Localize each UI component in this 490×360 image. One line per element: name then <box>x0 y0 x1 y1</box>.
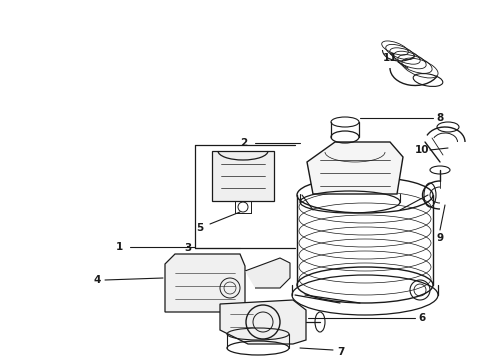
Text: 10: 10 <box>415 145 429 155</box>
Text: 1: 1 <box>115 242 122 252</box>
Text: 3: 3 <box>184 243 192 253</box>
Text: 4: 4 <box>93 275 100 285</box>
Text: 9: 9 <box>437 233 443 243</box>
Bar <box>212 151 274 201</box>
Polygon shape <box>307 142 403 194</box>
Text: 6: 6 <box>418 313 426 323</box>
Text: 11: 11 <box>383 53 397 63</box>
Polygon shape <box>245 258 290 288</box>
Text: 7: 7 <box>337 347 344 357</box>
Text: 5: 5 <box>196 223 204 233</box>
Text: 8: 8 <box>437 113 443 123</box>
Polygon shape <box>220 300 306 344</box>
Text: 2: 2 <box>241 138 247 148</box>
Polygon shape <box>165 254 245 312</box>
